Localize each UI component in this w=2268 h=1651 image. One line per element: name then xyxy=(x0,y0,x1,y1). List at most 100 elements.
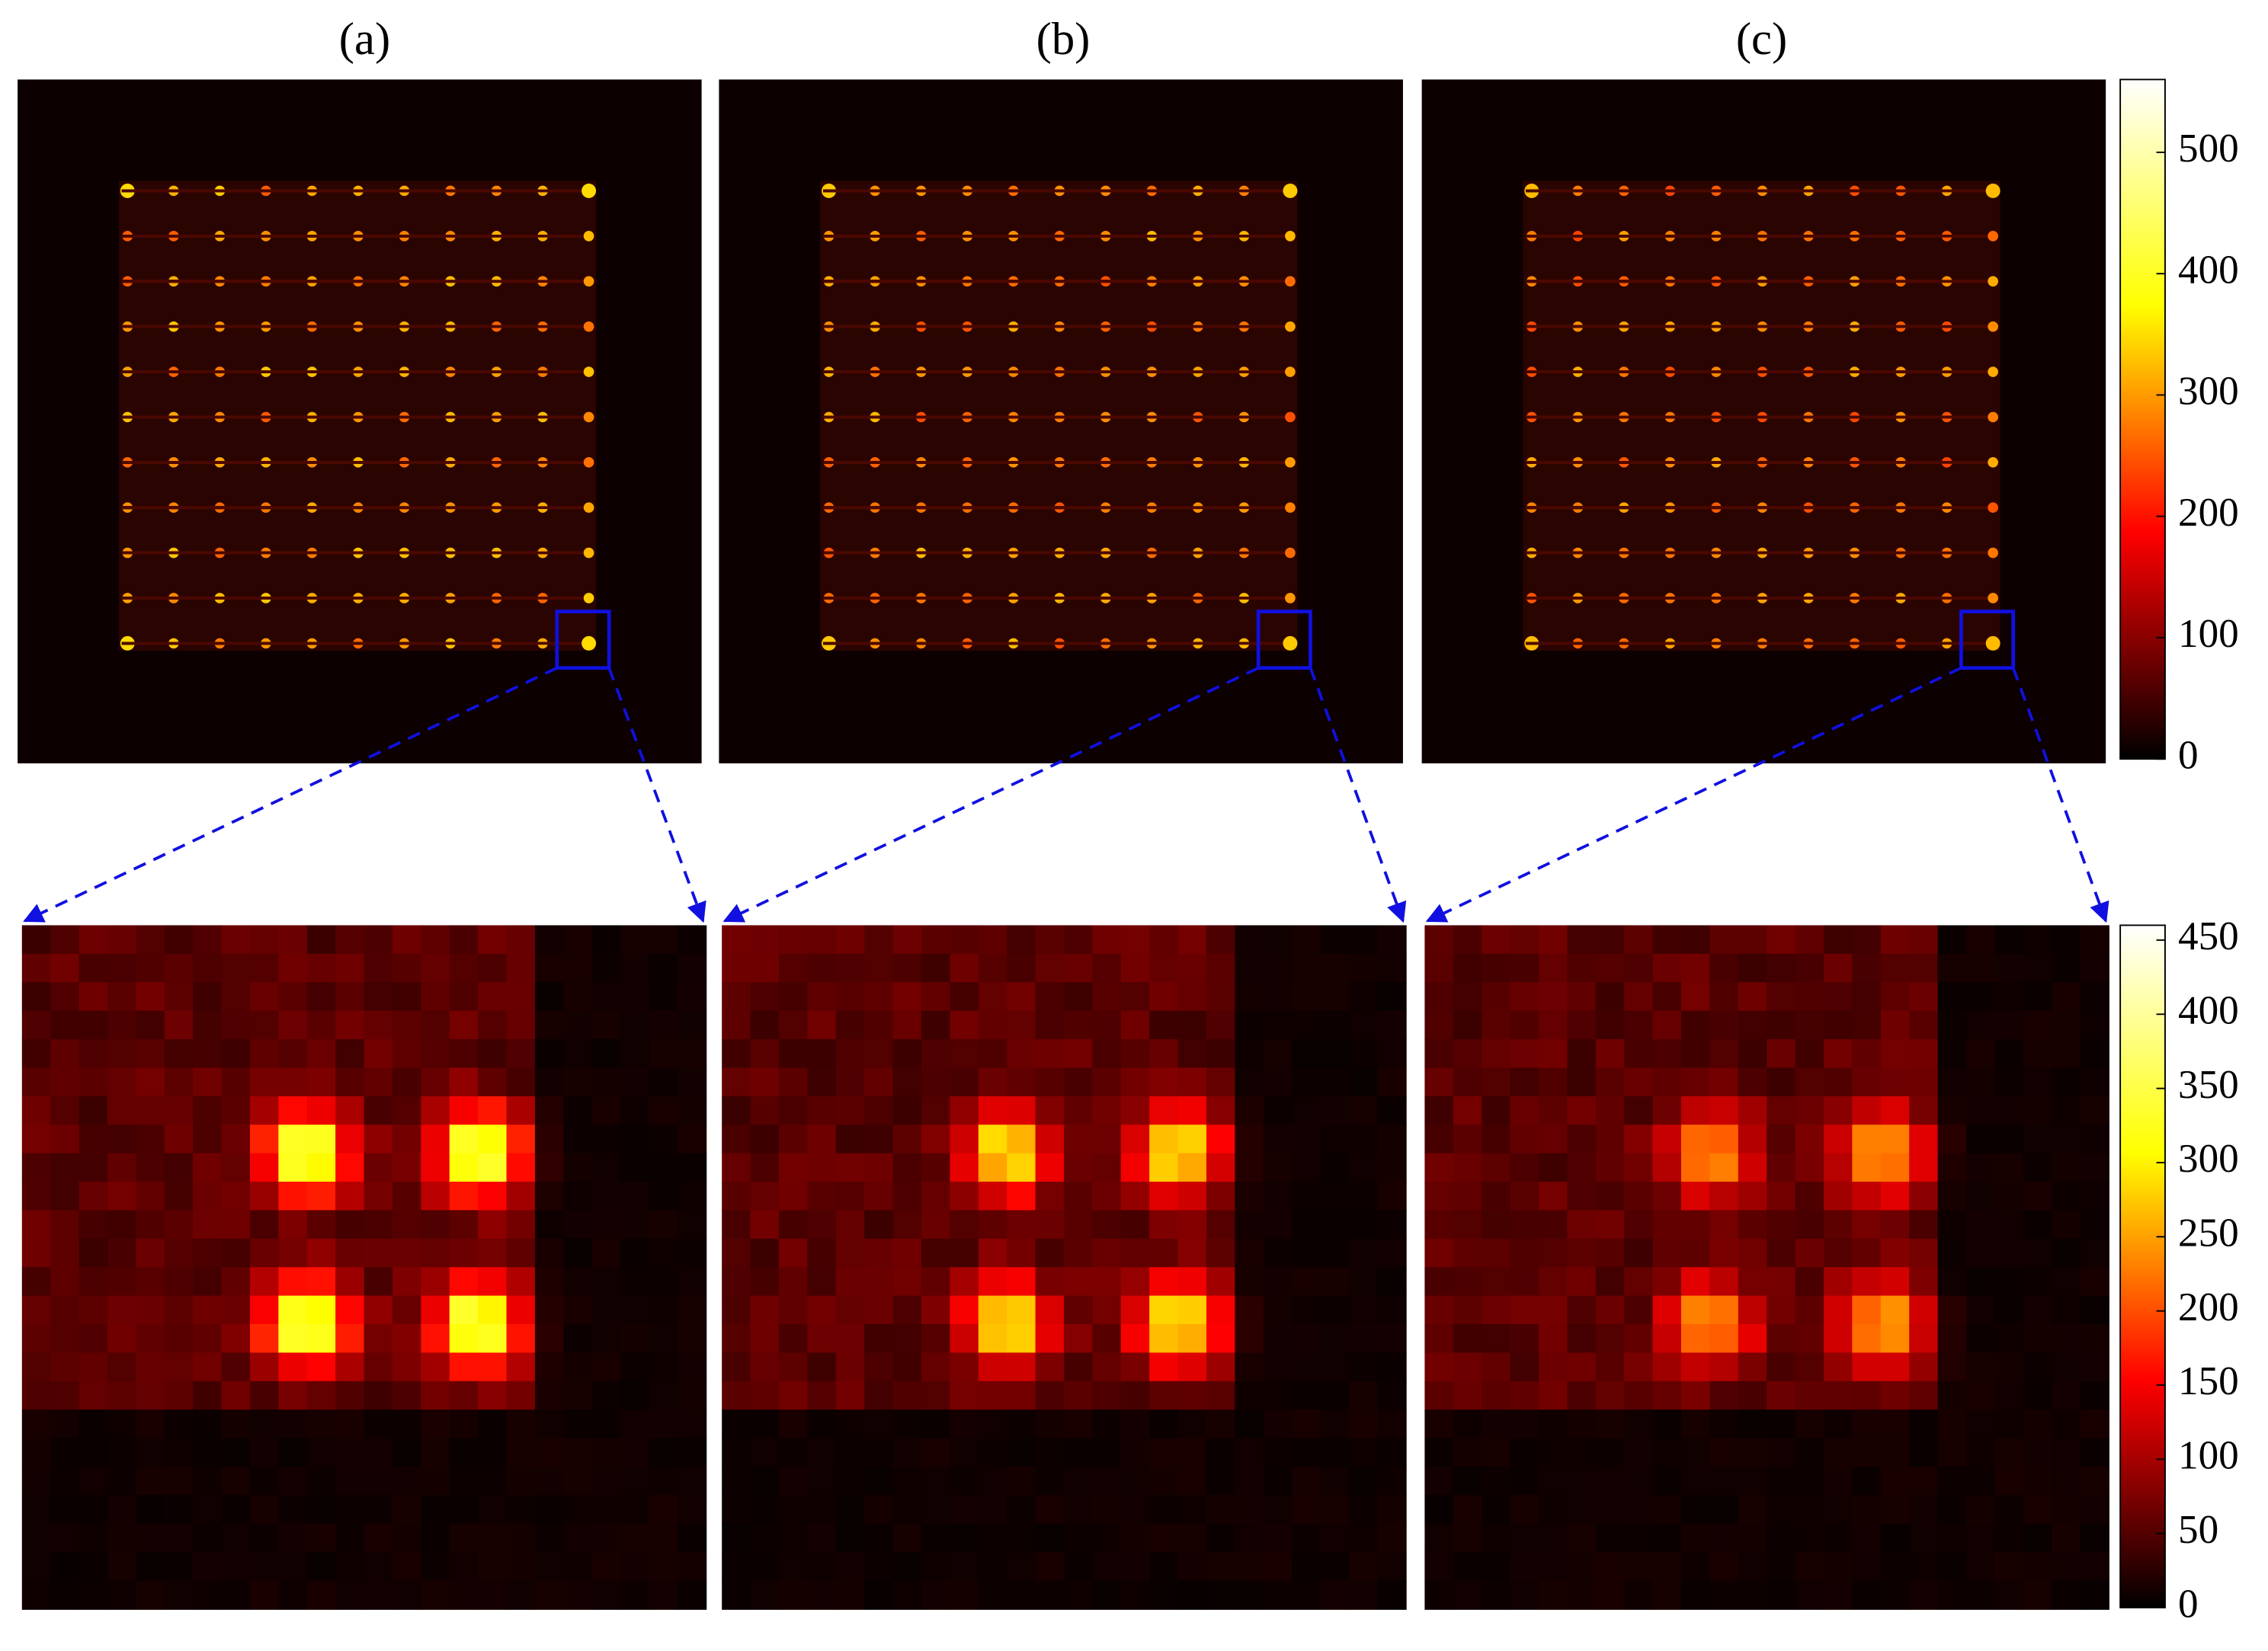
pixel xyxy=(278,1153,308,1182)
pixel xyxy=(1482,1039,1511,1069)
pixel xyxy=(193,1523,223,1553)
pixel xyxy=(506,1523,536,1553)
pixel xyxy=(1767,1438,1796,1467)
pixel xyxy=(2023,1409,2053,1439)
pixel xyxy=(1063,1125,1094,1154)
pixel xyxy=(249,1125,280,1154)
pixel xyxy=(21,1438,52,1467)
pixel xyxy=(1007,925,1036,955)
pixel xyxy=(2080,1182,2109,1211)
pixel xyxy=(750,925,780,955)
pixel xyxy=(193,1238,223,1269)
pixel xyxy=(1007,1182,1036,1211)
pixel xyxy=(1177,982,1207,1012)
pixel xyxy=(1795,1153,1824,1182)
pixel xyxy=(1538,1580,1568,1610)
pixel xyxy=(1206,1323,1236,1354)
pixel xyxy=(306,1352,337,1382)
pixel xyxy=(1624,1295,1654,1325)
pixel xyxy=(136,1466,165,1496)
pixel xyxy=(1092,1125,1122,1154)
pixel xyxy=(1709,1552,1739,1582)
pixel xyxy=(620,1466,650,1496)
pixel xyxy=(978,1096,1008,1126)
pixel xyxy=(107,1295,137,1325)
pixel xyxy=(1738,1153,1768,1182)
pixel xyxy=(449,1466,479,1496)
pixel xyxy=(1092,953,1122,984)
pixel xyxy=(1823,925,1853,955)
pixel xyxy=(1767,925,1796,955)
pixel xyxy=(78,1466,108,1496)
pixel xyxy=(1909,1096,1939,1126)
pixel xyxy=(1595,1125,1626,1154)
pixel xyxy=(1795,1267,1824,1297)
pixel xyxy=(1035,1295,1065,1325)
pixel xyxy=(778,1267,809,1297)
pixel xyxy=(449,1552,479,1582)
pixel xyxy=(807,1067,837,1097)
pixel xyxy=(1994,953,2024,984)
pixel xyxy=(1235,1096,1264,1126)
pixel xyxy=(563,1238,593,1269)
pixel xyxy=(1235,1067,1264,1097)
pixel xyxy=(1795,982,1824,1012)
pixel xyxy=(478,1267,508,1297)
pixel xyxy=(1263,1580,1293,1610)
pixel xyxy=(1348,1267,1379,1297)
pixel xyxy=(1909,1267,1939,1297)
pixel xyxy=(21,1323,52,1354)
pixel xyxy=(1567,953,1597,984)
pixel xyxy=(1263,953,1293,984)
pixel xyxy=(478,1153,508,1182)
pixel xyxy=(1767,1125,1796,1154)
pixel xyxy=(449,1182,479,1211)
pixel xyxy=(1738,1096,1768,1126)
pixel xyxy=(478,1523,508,1553)
pixel xyxy=(1937,1552,1967,1582)
pixel xyxy=(1177,1096,1207,1126)
pixel xyxy=(892,1125,922,1154)
pixel xyxy=(278,1323,308,1354)
pixel xyxy=(835,1067,866,1097)
pixel xyxy=(306,1409,337,1439)
pixel xyxy=(2080,1523,2109,1553)
pixel xyxy=(1424,1267,1454,1297)
pixel xyxy=(164,1381,194,1411)
pixel xyxy=(1007,1381,1036,1411)
spot xyxy=(1988,593,1998,603)
pixel xyxy=(78,1096,108,1126)
pixel xyxy=(722,1125,751,1154)
spot xyxy=(1988,411,1998,423)
pixel xyxy=(1852,1267,1882,1297)
pixel xyxy=(1652,1466,1682,1496)
pixel xyxy=(1348,1381,1379,1411)
pixel xyxy=(1994,1039,2024,1069)
pixel xyxy=(2023,1495,2053,1525)
pixel xyxy=(1767,1067,1796,1097)
pixel xyxy=(835,1466,866,1496)
pixel xyxy=(335,925,365,955)
pixel xyxy=(50,1238,80,1269)
pixel xyxy=(1149,925,1179,955)
pixel xyxy=(2023,1552,2053,1582)
pixel xyxy=(921,1381,951,1411)
pixel xyxy=(620,1039,650,1069)
pixel xyxy=(1738,1438,1768,1467)
pixel xyxy=(778,1238,809,1269)
pixel xyxy=(1652,1523,1682,1553)
pixel xyxy=(1937,1523,1967,1553)
pixel xyxy=(1348,1352,1379,1382)
pixel xyxy=(1206,982,1236,1012)
pixel xyxy=(892,1495,922,1525)
pixel xyxy=(1235,1552,1264,1582)
pixel xyxy=(2080,1352,2109,1382)
pixel xyxy=(50,1409,80,1439)
pixel xyxy=(221,1067,251,1097)
pixel xyxy=(364,1096,393,1126)
pixel xyxy=(449,1438,479,1467)
pixel xyxy=(478,1010,508,1040)
pixel xyxy=(1292,1438,1321,1467)
pixel xyxy=(620,1409,650,1439)
pixel xyxy=(506,925,536,955)
